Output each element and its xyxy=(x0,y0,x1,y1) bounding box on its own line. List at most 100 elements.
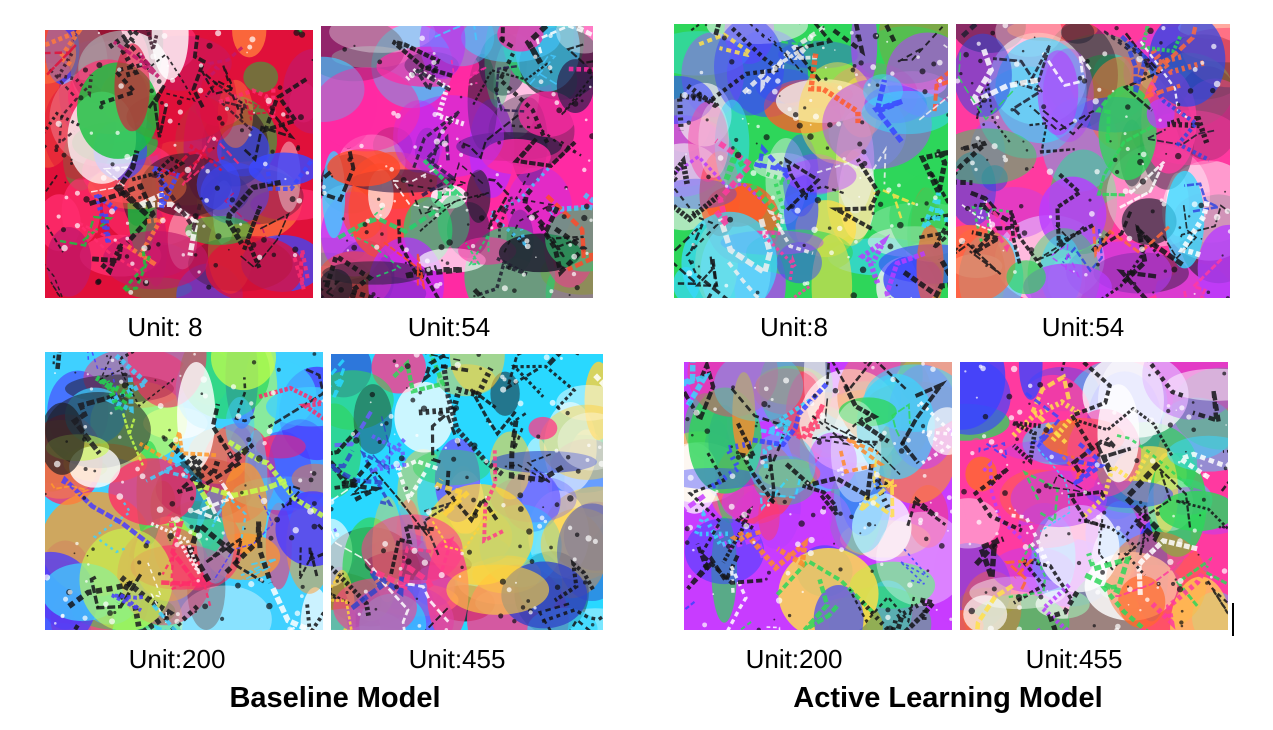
texture-speck xyxy=(274,516,281,523)
texture-speck xyxy=(1094,169,1100,175)
feature-texture xyxy=(321,26,593,298)
texture-stroke xyxy=(1029,104,1095,136)
texture-speck xyxy=(87,563,90,566)
texture-speck xyxy=(1131,408,1138,414)
texture-speck xyxy=(935,608,938,611)
texture-stroke xyxy=(978,441,1009,461)
texture-stroke xyxy=(308,521,323,577)
texture-stroke xyxy=(424,607,449,630)
texture-speck xyxy=(597,445,602,450)
texture-speck xyxy=(109,411,113,415)
texture-stroke xyxy=(956,140,988,186)
texture-blob xyxy=(713,362,804,422)
texture-speck xyxy=(260,497,268,505)
texture-stroke xyxy=(1030,373,1071,445)
texture-speck xyxy=(895,284,898,287)
texture-speck xyxy=(855,34,860,39)
texture-speck xyxy=(685,153,687,155)
texture-speck xyxy=(754,386,756,389)
texture-stroke xyxy=(243,115,296,163)
texture-speck xyxy=(929,501,932,504)
texture-speck xyxy=(196,579,200,583)
texture-speck xyxy=(568,243,572,247)
texture-speck xyxy=(807,133,814,140)
texture-stroke xyxy=(972,466,1023,533)
texture-stroke xyxy=(227,439,323,519)
texture-speck xyxy=(517,239,522,243)
texture-speck xyxy=(1025,149,1029,152)
texture-speck xyxy=(763,134,770,141)
texture-speck xyxy=(1085,59,1090,64)
texture-blob xyxy=(698,102,730,178)
texture-speck xyxy=(322,190,327,196)
texture-speck xyxy=(1225,424,1227,426)
texture-speck xyxy=(271,252,277,258)
texture-speck xyxy=(927,176,931,180)
texture-speck xyxy=(485,420,488,423)
texture-speck xyxy=(771,88,778,95)
texture-speck xyxy=(465,475,469,480)
texture-stroke xyxy=(1139,40,1188,119)
texture-speck xyxy=(581,214,588,222)
texture-speck xyxy=(824,66,827,69)
texture-speck xyxy=(404,363,411,370)
texture-speck xyxy=(377,440,382,445)
texture-speck xyxy=(572,100,579,107)
texture-speck xyxy=(995,115,1000,120)
texture-speck xyxy=(415,433,419,438)
texture-speck xyxy=(1026,531,1029,535)
texture-speck xyxy=(1141,162,1145,166)
texture-speck xyxy=(1175,152,1182,160)
texture-speck xyxy=(568,293,571,297)
texture-speck xyxy=(103,601,109,607)
texture-speck xyxy=(181,472,186,477)
texture-stroke xyxy=(431,518,487,553)
texture-speck xyxy=(200,392,204,395)
texture-speck xyxy=(1225,296,1230,298)
texture-speck xyxy=(497,222,503,229)
texture-speck xyxy=(547,65,553,70)
texture-speck xyxy=(574,285,580,291)
texture-speck xyxy=(113,238,117,242)
texture-speck xyxy=(413,145,417,149)
texture-blob xyxy=(1148,24,1226,107)
texture-stroke xyxy=(234,377,256,423)
texture-speck xyxy=(413,354,420,358)
texture-speck xyxy=(1153,549,1156,552)
texture-speck xyxy=(157,572,162,576)
texture-speck xyxy=(537,523,543,529)
texture-speck xyxy=(1098,552,1101,555)
texture-stroke xyxy=(185,144,228,172)
texture-stroke xyxy=(762,398,812,469)
texture-blob xyxy=(808,432,857,490)
texture-speck xyxy=(118,435,122,439)
texture-stroke xyxy=(191,35,207,109)
texture-stroke xyxy=(553,559,595,603)
texture-speck xyxy=(100,175,107,181)
texture-speck xyxy=(775,426,778,430)
texture-speck xyxy=(779,161,783,165)
texture-blob xyxy=(960,362,1011,435)
texture-speck xyxy=(261,236,267,243)
texture-speck xyxy=(56,214,61,219)
texture-stroke xyxy=(902,257,948,298)
texture-speck xyxy=(139,53,143,56)
texture-stroke xyxy=(1096,125,1154,197)
texture-stroke xyxy=(131,156,186,182)
texture-stroke xyxy=(424,354,461,362)
texture-speck xyxy=(870,64,877,70)
texture-speck xyxy=(109,618,115,625)
texture-speck xyxy=(750,507,753,510)
texture-speck xyxy=(434,212,440,218)
texture-speck xyxy=(500,374,505,380)
texture-stroke xyxy=(674,155,721,223)
texture-speck xyxy=(1095,589,1101,595)
texture-speck xyxy=(246,437,252,443)
texture-speck xyxy=(369,391,376,398)
texture-speck xyxy=(415,597,419,601)
texture-stroke xyxy=(1084,552,1132,595)
texture-speck xyxy=(1125,146,1130,152)
texture-speck xyxy=(248,133,252,137)
texture-speck xyxy=(1210,87,1216,94)
texture-stroke xyxy=(784,157,821,211)
